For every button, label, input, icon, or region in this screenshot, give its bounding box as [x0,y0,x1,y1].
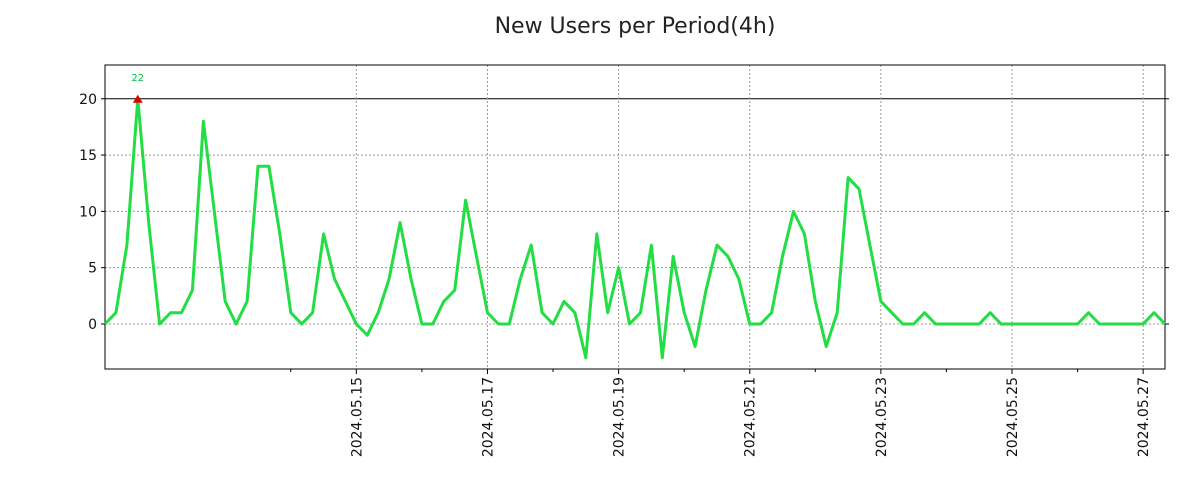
plot-frame [104,64,1166,370]
y-tick-label: 0 [88,317,97,333]
x-tick-label: 2024.05.23 [874,377,890,457]
peak-label: 22 [131,73,144,84]
chart-title: New Users per Period(4h) [494,14,776,39]
x-tick-label: 2024.05.15 [349,377,365,457]
x-tick-label: 2024.05.19 [612,377,628,457]
y-tick-label: 20 [79,92,97,108]
x-tick-label: 2024.05.25 [1005,377,1021,457]
peak-marker [132,94,143,103]
x-tick-label: 2024.05.21 [743,377,759,457]
series-line-new-users [103,97,1167,360]
y-tick-label: 10 [79,204,97,220]
y-tick-label: 15 [79,148,97,164]
x-tick-label: 2024.05.27 [1136,377,1152,457]
x-tick-label: 2024.05.17 [480,377,496,457]
y-tick-label: 5 [88,261,97,277]
